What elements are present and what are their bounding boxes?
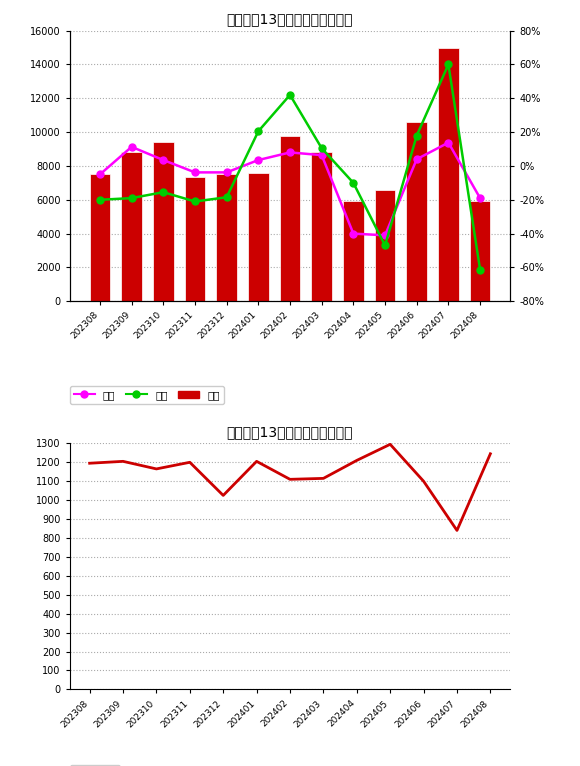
Bar xyxy=(438,47,459,301)
Bar xyxy=(121,152,142,301)
Legend: 总计: 总计 xyxy=(70,764,119,766)
Legend: 同比, 环比, 总计: 同比, 环比, 总计 xyxy=(70,386,224,404)
Bar xyxy=(470,201,490,301)
Bar xyxy=(407,122,427,301)
Bar xyxy=(90,175,110,301)
Bar xyxy=(375,191,396,301)
Bar xyxy=(153,142,173,301)
Bar xyxy=(343,201,364,301)
Bar xyxy=(248,172,269,301)
Bar xyxy=(216,174,237,301)
Title: 德国过去13个月碳化硅进口均价: 德国过去13个月碳化硅进口均价 xyxy=(227,425,353,440)
Bar xyxy=(311,152,332,301)
Bar xyxy=(184,177,205,301)
Title: 德国过去13个月碳化硅进口数量: 德国过去13个月碳化硅进口数量 xyxy=(227,13,353,27)
Bar xyxy=(280,136,300,301)
